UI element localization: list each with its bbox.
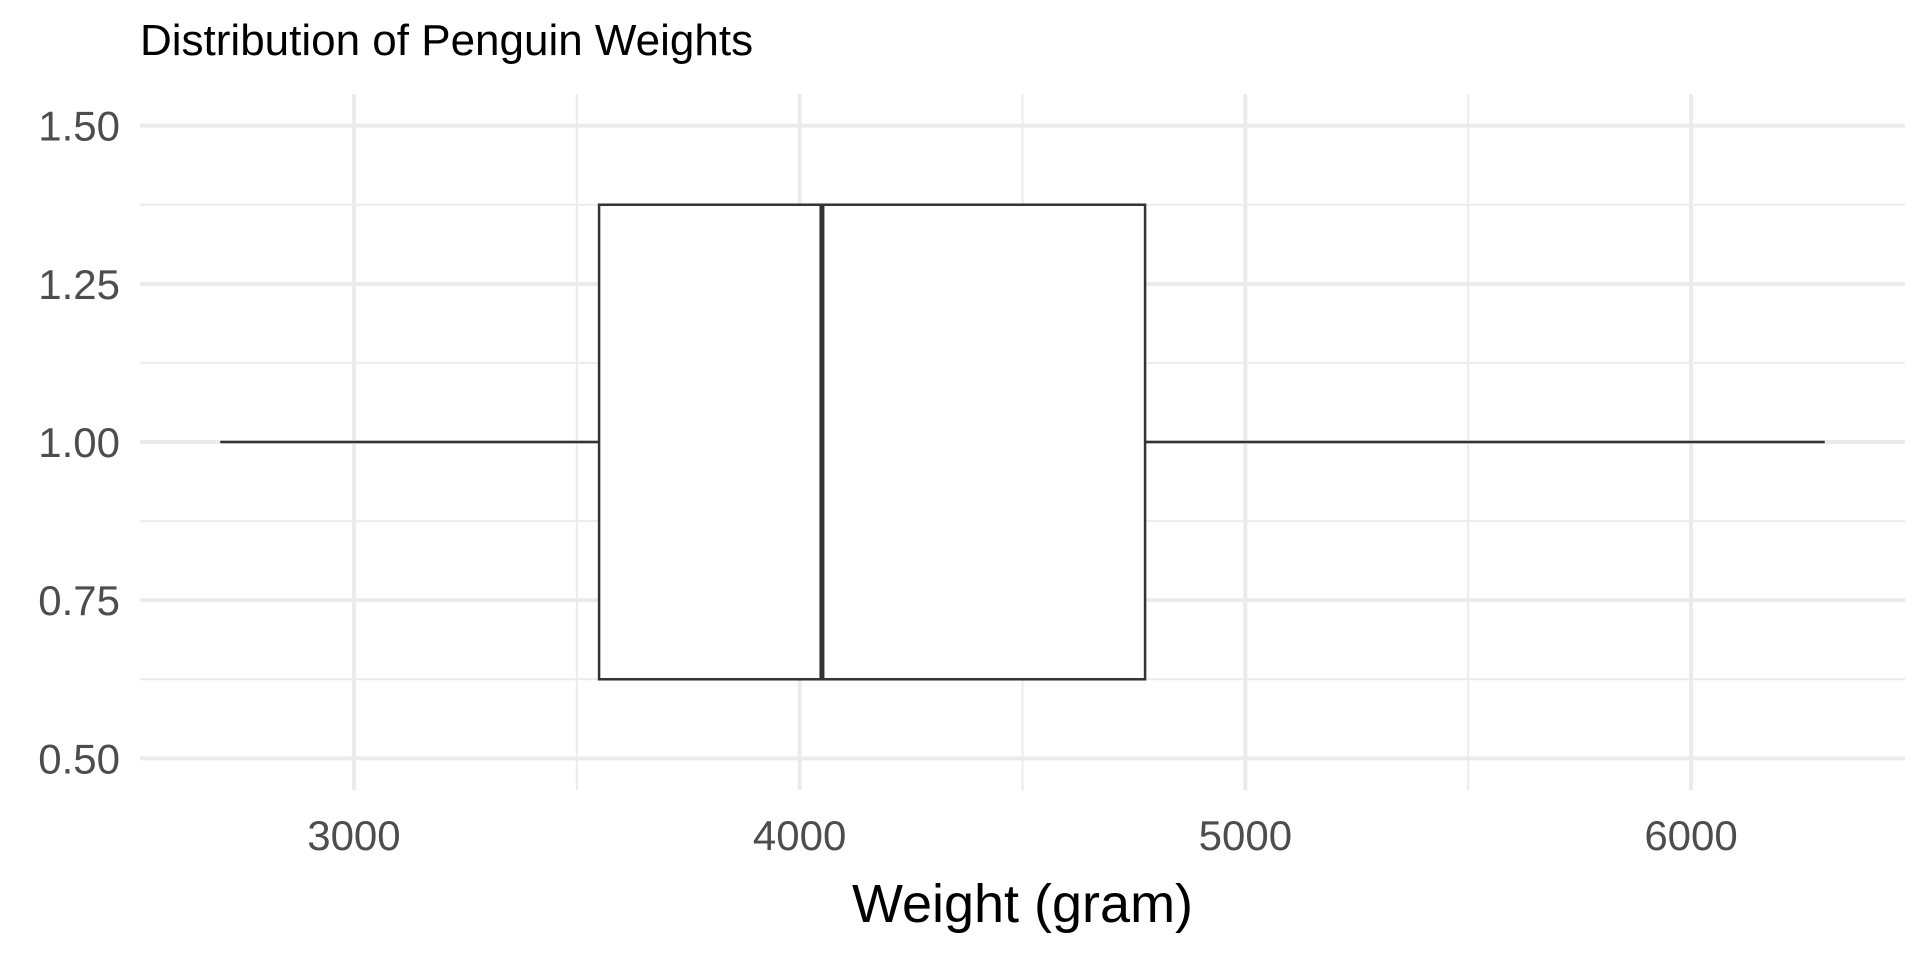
x-tick-label: 4000 xyxy=(753,812,846,859)
box-plot xyxy=(220,203,1825,681)
y-tick-label: 0.50 xyxy=(38,735,120,782)
y-tick-label: 0.75 xyxy=(38,577,120,624)
y-axis-ticks: 0.50 0.75 1.00 1.25 1.50 xyxy=(38,103,120,783)
x-tick-label: 5000 xyxy=(1199,812,1292,859)
x-tick-label: 3000 xyxy=(307,812,400,859)
x-tick-label: 6000 xyxy=(1644,812,1737,859)
y-tick-label: 1.00 xyxy=(38,419,120,466)
y-tick-label: 1.50 xyxy=(38,103,120,150)
x-axis-title: Weight (gram) xyxy=(852,874,1193,934)
x-axis-ticks: 3000 4000 5000 6000 xyxy=(307,812,1738,859)
y-tick-label: 1.25 xyxy=(38,261,120,308)
interquartile-box xyxy=(597,203,1147,681)
chart-title: Distribution of Penguin Weights xyxy=(140,16,754,65)
